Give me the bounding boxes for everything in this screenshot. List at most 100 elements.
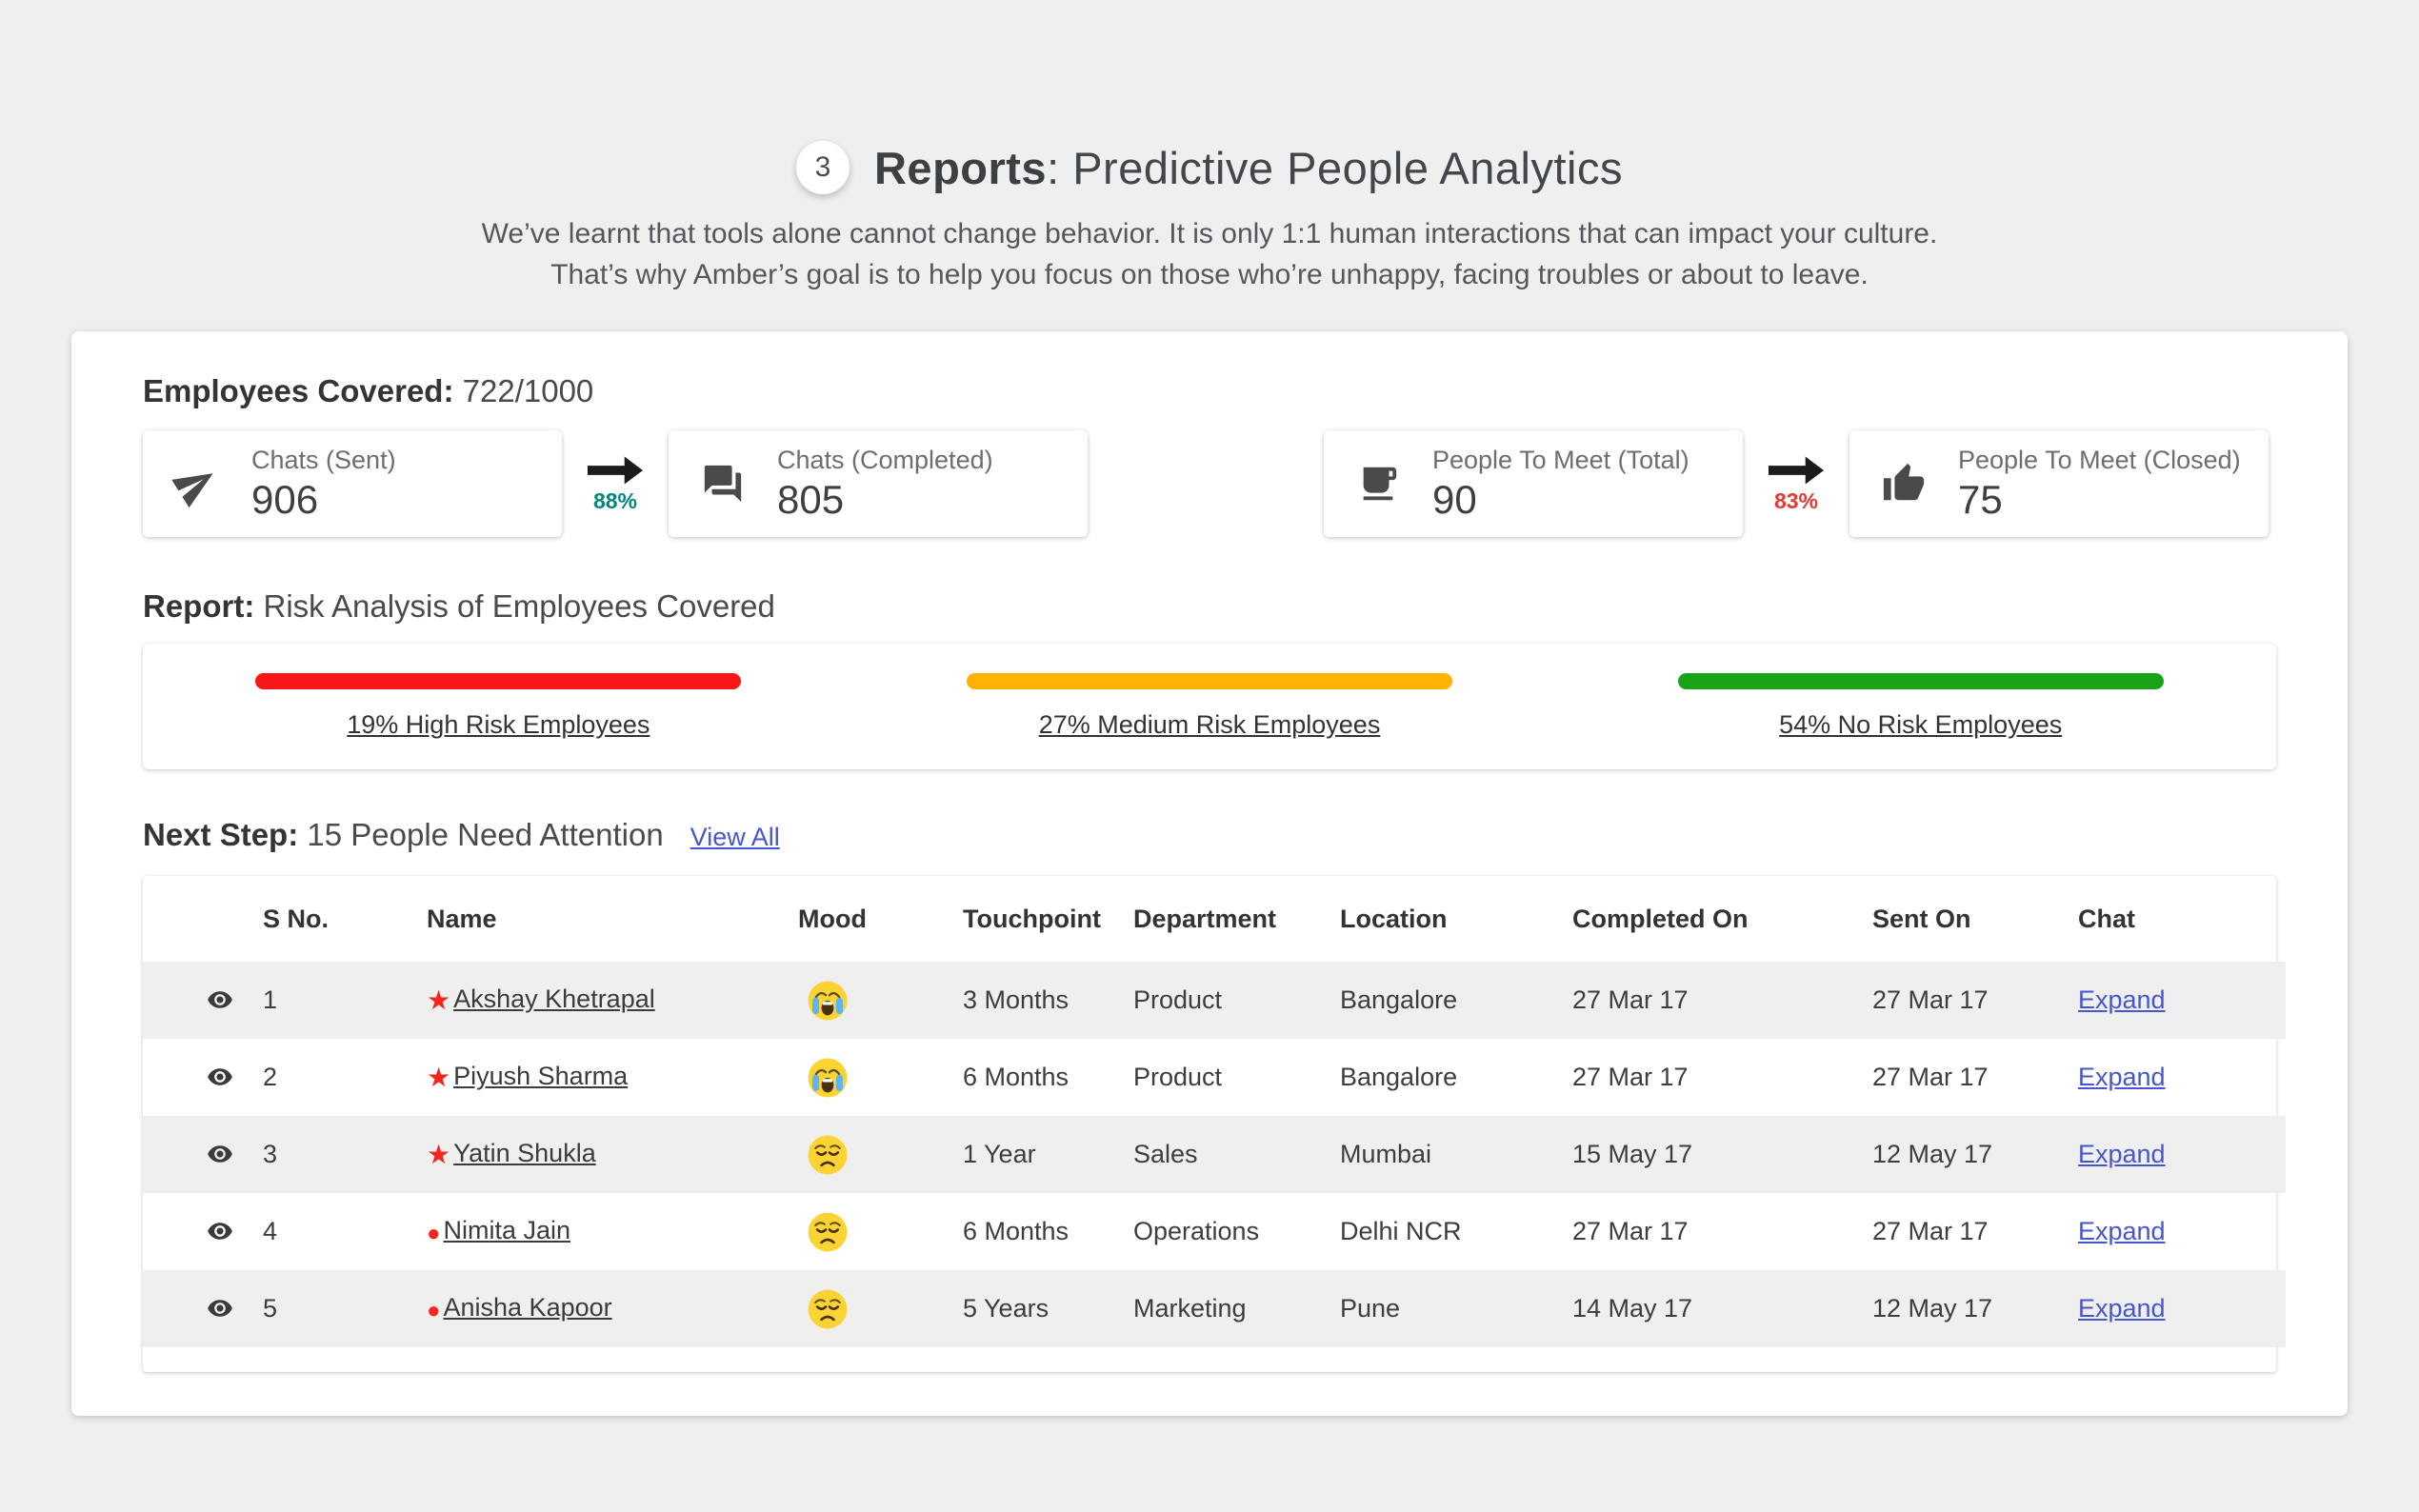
serial-number: 2 [263,1063,278,1091]
location-value: Pune [1340,1294,1401,1323]
expand-chat-link[interactable]: Expand [2078,1294,2166,1323]
department-value: Marketing [1133,1294,1247,1323]
medium-risk-label[interactable]: 27% Medium Risk Employees [1038,710,1381,739]
stat-card-chats-completed: Chats (Completed) 805 [669,430,1088,537]
no-risk-column: 54% No Risk Employees [1565,673,2276,740]
medium-risk-bar [967,673,1452,689]
header-sent-on: Sent On [1872,904,1971,933]
report-title: Risk Analysis of Employees Covered [254,588,775,624]
attention-table-card: S No. Name Mood Touchpoint Department Lo… [143,876,2286,1372]
next-step-heading: Next Step: 15 People Need Attention [143,817,664,853]
mood-sad-emoji [808,1212,848,1251]
completed-on-value: 27 Mar 17 [1572,985,1689,1014]
header-mood: Mood [798,904,867,933]
stat-label: Chats (Sent) [251,445,396,474]
high-risk-bar [255,673,742,689]
view-employee-button[interactable] [202,1141,238,1169]
stats-row: Chats (Sent) 906 88% Chats (Completed) 8… [143,430,2276,537]
stat-value: 805 [777,476,845,522]
employee-name-link[interactable]: Piyush Sharma [453,1062,629,1090]
table-row: 4 ● Nimita Jain 6 Months [143,1193,2286,1270]
stat-label: Chats (Completed) [777,445,993,474]
view-employee-button[interactable] [202,1064,238,1092]
table-header-row: S No. Name Mood Touchpoint Department Lo… [143,876,2286,962]
location-value: Delhi NCR [1340,1217,1462,1245]
step-number-badge: 3 [795,141,850,194]
page-subtitle: We’ve learnt that tools alone cannot cha… [0,213,2419,295]
stat-card-chats-sent: Chats (Sent) 906 [143,430,562,537]
attention-table-body: 1 ★ Akshay Khetrapal 3 Mon [143,962,2286,1347]
touchpoint-value: 6 Months [963,1063,1070,1091]
report-header: 3 Reports: Predictive People Analytics W… [0,0,2419,295]
header-department: Department [1133,904,1277,933]
employees-covered-heading: Employees Covered: 722/1000 [143,373,2276,409]
eye-icon [208,1144,232,1163]
employees-covered-label: Employees Covered: [143,373,454,408]
employee-name-link[interactable]: Akshay Khetrapal [453,985,655,1013]
department-value: Operations [1133,1217,1260,1245]
risk-analysis-card: 19% High Risk Employees 27% Medium Risk … [143,644,2276,769]
employee-name-link[interactable]: Yatin Shukla [453,1139,596,1167]
table-row: 1 ★ Akshay Khetrapal 3 Mon [143,962,2286,1039]
touchpoint-value: 6 Months [963,1217,1070,1245]
completed-on-value: 14 May 17 [1572,1294,1693,1323]
thumb-up-icon [1882,462,1926,506]
chat-icon [701,462,745,506]
send-icon [171,462,219,508]
eye-icon [208,1222,232,1240]
risk-marker-icon: ● [427,1221,441,1246]
high-risk-column: 19% High Risk Employees [143,673,854,740]
expand-chat-link[interactable]: Expand [2078,1140,2166,1168]
location-value: Bangalore [1340,985,1458,1014]
header-touchpoint: Touchpoint [963,904,1101,933]
view-employee-button[interactable] [202,1218,238,1246]
analytics-panel: Employees Covered: 722/1000 Chats (Sent)… [71,331,2348,1416]
employee-name-link[interactable]: Anisha Kapoor [443,1293,612,1322]
no-risk-label[interactable]: 54% No Risk Employees [1779,710,2063,739]
sent-on-value: 27 Mar 17 [1872,985,1989,1014]
mood-crying-emoji [808,1058,848,1097]
view-employee-button[interactable] [202,1295,238,1323]
employee-name-link[interactable]: Nimita Jain [443,1216,571,1244]
medium-risk-column: 27% Medium Risk Employees [854,673,1566,740]
serial-number: 4 [263,1217,278,1245]
stat-label: People To Meet (Closed) [1958,445,2241,474]
touchpoint-value: 3 Months [963,985,1070,1014]
header-name: Name [427,904,497,933]
sent-on-value: 27 Mar 17 [1872,1217,1989,1245]
table-row: 2 ★ Piyush Sharma 6 Months [143,1039,2286,1116]
header-s-no: S No. [263,904,330,933]
page-title-bold: Reports [873,142,1048,193]
serial-number: 1 [263,985,278,1014]
eye-icon [208,990,232,1008]
risk-marker-icon: ★ [427,1140,451,1169]
mood-crying-emoji [808,981,848,1020]
next-step-title: 15 People Need Attention [298,817,664,852]
subtitle-line-1: We’ve learnt that tools alone cannot cha… [481,218,1938,249]
serial-number: 5 [263,1294,278,1323]
view-employee-button[interactable] [202,986,238,1015]
header-completed-on: Completed On [1572,904,1749,933]
stat-value: 75 [1958,476,2003,522]
conversion-chats: 88% [562,454,669,514]
attention-table: S No. Name Mood Touchpoint Department Lo… [143,876,2286,1347]
risk-marker-icon: ★ [427,985,451,1015]
no-risk-bar [1677,673,2164,689]
view-all-link[interactable]: View All [690,823,780,851]
high-risk-label[interactable]: 19% High Risk Employees [347,710,650,739]
expand-chat-link[interactable]: Expand [2078,1063,2166,1091]
arrow-right-icon [588,456,643,484]
touchpoint-value: 5 Years [963,1294,1050,1323]
stat-card-people-total: People To Meet (Total) 90 [1324,430,1743,537]
conversion-meetings: 83% [1743,454,1849,514]
header-location: Location [1340,904,1448,933]
eye-icon [208,1299,232,1317]
expand-chat-link[interactable]: Expand [2078,985,2166,1014]
department-value: Product [1133,1063,1223,1091]
expand-chat-link[interactable]: Expand [2078,1217,2166,1245]
sent-on-value: 27 Mar 17 [1872,1063,1989,1091]
eye-icon [208,1067,232,1085]
stat-value: 90 [1432,476,1477,522]
sent-on-value: 12 May 17 [1872,1294,1993,1323]
page-title: Reports: Predictive People Analytics [874,142,1623,194]
